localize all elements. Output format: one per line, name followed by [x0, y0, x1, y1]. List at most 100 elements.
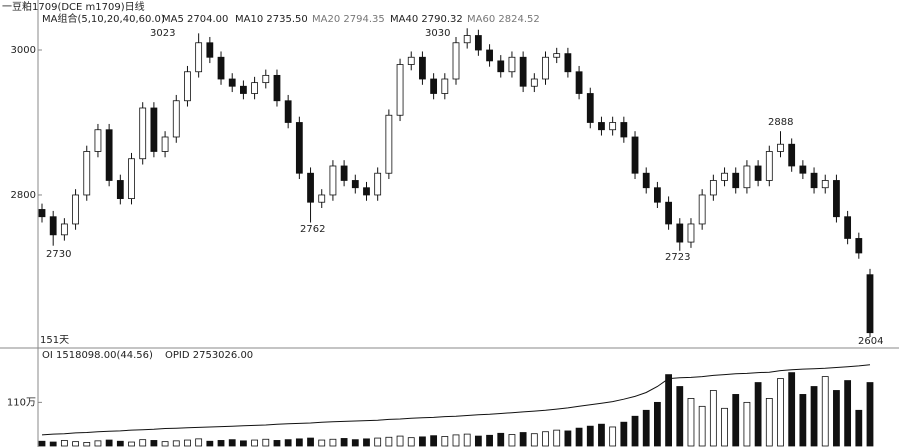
- volume-bar: [844, 380, 852, 447]
- candle-body: [307, 172, 314, 203]
- candle-body: [385, 114, 393, 174]
- volume-bar: [94, 440, 102, 447]
- volume-bar: [72, 441, 79, 447]
- volume-bar: [609, 426, 617, 447]
- candle-body: [329, 165, 337, 196]
- volume-bar: [363, 438, 370, 447]
- volume-bar: [340, 438, 348, 447]
- candle-body: [295, 122, 303, 174]
- volume-bar: [810, 386, 818, 447]
- candle-body: [665, 201, 672, 225]
- volume-bar: [38, 440, 46, 447]
- volume-bar: [855, 409, 863, 447]
- volume-bar: [240, 440, 247, 447]
- candle-body: [463, 35, 471, 44]
- volume-bar: [128, 441, 135, 447]
- candle-body: [642, 172, 650, 189]
- volume-bar: [49, 441, 57, 447]
- volume-bar: [721, 407, 728, 447]
- volume-bar: [553, 429, 561, 447]
- volume-bar: [743, 401, 751, 447]
- candle-body: [519, 56, 527, 87]
- volume-bar: [116, 440, 124, 447]
- candle-body: [598, 122, 605, 131]
- candle-body: [49, 216, 57, 236]
- candle-body: [564, 53, 572, 73]
- volume-bar: [709, 390, 717, 447]
- candle-body: [262, 74, 270, 84]
- candle-body: [128, 158, 135, 199]
- candle-body: [284, 100, 292, 123]
- volume-bar: [161, 441, 169, 447]
- candle-body: [609, 122, 617, 131]
- candle-body: [575, 71, 583, 94]
- volume-bar: [620, 421, 628, 447]
- volume-bar: [530, 433, 538, 447]
- volume-bar: [642, 409, 650, 447]
- candle-body: [396, 64, 404, 116]
- volume-bar: [698, 405, 706, 447]
- candle-body: [486, 49, 493, 62]
- candle-body: [363, 187, 370, 196]
- volume-bar: [329, 438, 337, 447]
- candle-body: [530, 78, 538, 87]
- volume-bar: [463, 433, 471, 447]
- candle-body: [721, 172, 728, 181]
- volume-bar: [295, 438, 303, 447]
- candle-body: [799, 165, 807, 174]
- ma40: MA40 2790.32: [390, 14, 463, 25]
- volume-bar: [262, 438, 270, 447]
- volume-bar: [139, 439, 147, 447]
- volume-bar: [575, 427, 583, 447]
- ma10: MA10 2735.50: [235, 14, 308, 25]
- candle-body: [676, 223, 684, 243]
- candle-body: [430, 78, 438, 94]
- volume-bar: [351, 439, 359, 447]
- volume-bar: [273, 440, 281, 447]
- annotation: 2730: [46, 249, 71, 260]
- volume-bar: [519, 432, 527, 447]
- candle-body: [508, 56, 516, 73]
- oi-label: OI 1518098.00(44.56): [42, 350, 153, 361]
- volume-bar: [598, 423, 605, 447]
- candle-body: [866, 274, 874, 334]
- volume-bar: [866, 382, 874, 447]
- volume-bar: [788, 372, 796, 447]
- annotation: 2888: [768, 117, 793, 128]
- volume-bar: [631, 415, 639, 447]
- candle-body: [273, 74, 281, 102]
- volume-bar: [150, 440, 158, 447]
- annotation: 3030: [425, 28, 450, 39]
- volume-bar: [665, 374, 672, 447]
- volume-bar: [497, 432, 505, 447]
- candle-body: [777, 143, 784, 152]
- candle-body: [116, 180, 124, 199]
- candle-body: [765, 151, 773, 181]
- volume-bar: [508, 434, 516, 447]
- candle-body: [844, 216, 852, 239]
- volume-bar: [486, 434, 493, 447]
- candle-body: [441, 78, 449, 94]
- y-tick-label: 3000: [11, 45, 36, 56]
- candle-body: [184, 71, 191, 102]
- candle-body: [620, 122, 628, 138]
- volume-bar: [251, 439, 258, 447]
- volume-bar: [441, 436, 449, 447]
- candle-body: [855, 238, 863, 254]
- volume-bar: [821, 376, 829, 447]
- ma5: MA5 2704.00: [162, 14, 228, 25]
- oi-line: [41, 364, 871, 436]
- candle-body: [83, 151, 91, 196]
- candle-body: [709, 180, 717, 196]
- volume-bar: [407, 437, 415, 447]
- candle-body: [407, 56, 415, 65]
- candle-body: [60, 223, 68, 236]
- volume-bar: [732, 394, 740, 447]
- volume-bar: [676, 386, 684, 447]
- candle-body: [754, 165, 762, 181]
- candle-body: [821, 180, 829, 189]
- candle-body: [788, 143, 796, 167]
- volume-bar: [474, 435, 482, 447]
- candle-body: [340, 165, 348, 181]
